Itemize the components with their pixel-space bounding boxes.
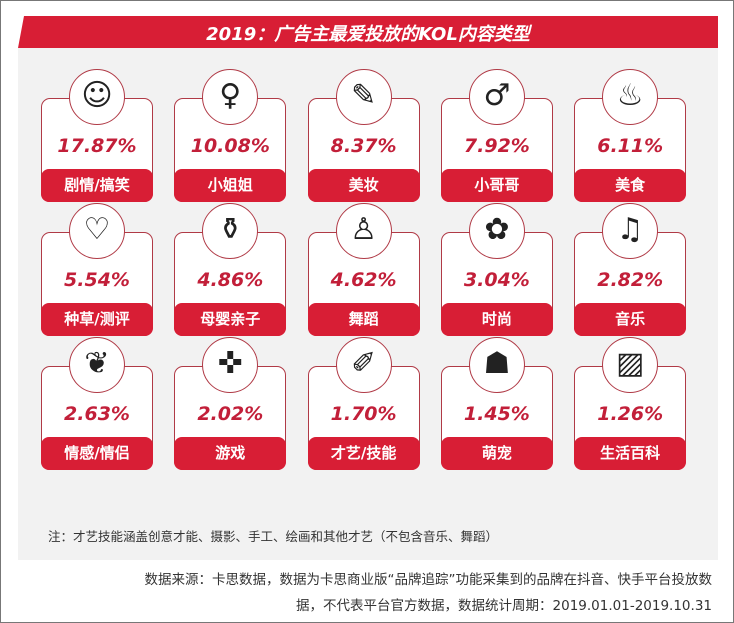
percent-value: 4.86% <box>197 269 264 291</box>
percent-value: 5.54% <box>64 269 130 291</box>
title-banner: 2019：广告主最爱投放的KOL内容类型 <box>18 16 718 48</box>
boy-icon: ♂ <box>468 69 525 125</box>
category-label: 小姐姐 <box>174 169 287 202</box>
source-line-2: 据，不代表平台官方数据，数据统计周期：2019.01.01-2019.10.31 <box>296 598 712 614</box>
couple-icon: ❦ <box>69 337 125 393</box>
category-card: ❦ 2.63% 情感/情侣 <box>41 337 153 470</box>
category-label: 游戏 <box>174 437 287 470</box>
category-card: ♨ 6.11% 美食 <box>574 69 687 202</box>
girl-icon: ♀ <box>202 69 259 125</box>
category-card: ♂ 7.92% 小哥哥 <box>440 69 553 202</box>
dress-icon: ✿ <box>468 203 525 259</box>
gamepad-icon: ✜ <box>202 337 259 393</box>
percent-value: 3.04% <box>463 269 530 291</box>
dog-icon: ☗ <box>468 337 525 393</box>
category-card: ♡ 5.54% 种草/测评 <box>41 203 153 336</box>
category-card: ✜ 2.02% 游戏 <box>174 337 287 470</box>
percent-value: 1.70% <box>330 403 397 425</box>
category-label: 音乐 <box>574 303 687 336</box>
percent-value: 1.45% <box>463 403 530 425</box>
category-label: 才艺/技能 <box>307 437 420 470</box>
title: 2019：广告主最爱投放的KOL内容类型 <box>206 24 530 45</box>
category-label: 种草/测评 <box>41 303 153 336</box>
baby-bottle-icon: ⚱ <box>202 203 259 259</box>
category-card: ♀ 10.08% 小姐姐 <box>174 69 287 202</box>
category-label: 剧情/搞笑 <box>41 169 153 202</box>
category-card: ✎ 8.37% 美妆 <box>307 69 420 202</box>
percent-value: 2.02% <box>197 403 264 425</box>
percent-value: 8.37% <box>330 135 397 157</box>
category-card: ♙ 4.62% 舞蹈 <box>307 203 420 336</box>
category-card: ☺ 17.87% 剧情/搞笑 <box>41 69 153 202</box>
category-label: 生活百科 <box>574 437 687 470</box>
percent-value: 4.62% <box>330 269 397 291</box>
category-card: ♫ 2.82% 音乐 <box>574 203 687 336</box>
category-label: 小哥哥 <box>440 169 553 202</box>
makeup-brush-icon: ✎ <box>335 69 392 125</box>
category-card: ⚱ 4.86% 母婴亲子 <box>174 203 287 336</box>
category-card: ☗ 1.45% 萌宠 <box>440 337 553 470</box>
music-note-icon: ♫ <box>602 203 659 259</box>
percent-value: 6.11% <box>597 135 664 157</box>
category-label: 情感/情侣 <box>41 437 153 470</box>
heart-icon: ♡ <box>69 203 125 259</box>
smiley-face-icon: ☺ <box>69 69 125 125</box>
category-label: 时尚 <box>440 303 553 336</box>
percent-value: 7.92% <box>463 135 530 157</box>
picture-icon: ▨ <box>602 337 659 393</box>
category-label: 舞蹈 <box>307 303 420 336</box>
percent-value: 2.82% <box>597 269 664 291</box>
palette-icon: ✐ <box>335 337 392 393</box>
category-card: ▨ 1.26% 生活百科 <box>574 337 687 470</box>
dancer-icon: ♙ <box>335 203 392 259</box>
category-label: 萌宠 <box>440 437 553 470</box>
percent-value: 1.26% <box>597 403 664 425</box>
category-label: 美妆 <box>307 169 420 202</box>
food-bowl-icon: ♨ <box>602 69 659 125</box>
category-label: 美食 <box>574 169 687 202</box>
note: 注：才艺技能涵盖创意才能、摄影、手工、绘画和其他才艺（不包含音乐、舞蹈） <box>48 529 499 544</box>
percent-value: 10.08% <box>190 135 270 157</box>
percent-value: 2.63% <box>64 403 130 425</box>
source-line-1: 数据来源：卡思数据，数据为卡思商业版“品牌追踪”功能采集到的品牌在抖音、快手平台… <box>144 572 713 588</box>
category-card: ✐ 1.70% 才艺/技能 <box>307 337 420 470</box>
category-label: 母婴亲子 <box>174 303 287 336</box>
percent-value: 17.87% <box>57 135 137 157</box>
category-card: ✿ 3.04% 时尚 <box>440 203 553 336</box>
